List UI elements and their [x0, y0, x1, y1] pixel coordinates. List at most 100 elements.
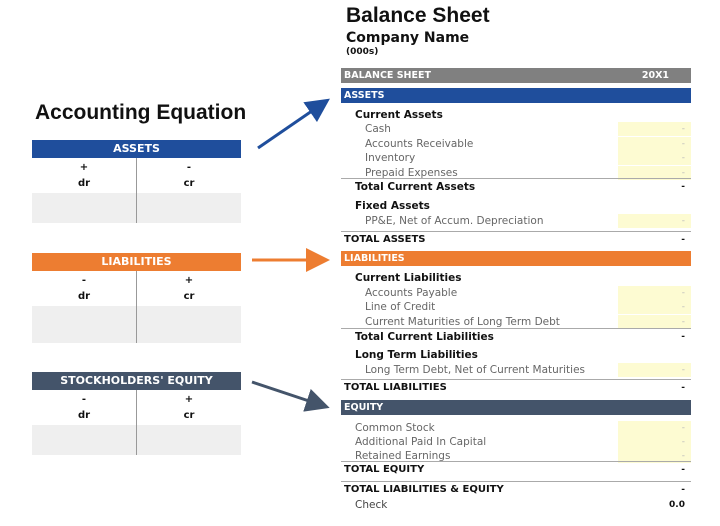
- row-label: Fixed Assets: [355, 200, 430, 212]
- balance-row: - Retained Earnings: [341, 449, 691, 463]
- dr-label: dr: [77, 291, 91, 302]
- row-label: Total Current Liabilities: [355, 331, 494, 343]
- balance-row: Total Current Liabilities -: [341, 330, 691, 344]
- cell-value: -: [681, 365, 685, 375]
- cr-sign: +: [184, 394, 194, 405]
- row-label: Current Liabilities: [355, 272, 462, 284]
- dr-sign: +: [79, 162, 89, 173]
- balance-row: - Prepaid Expenses: [341, 166, 691, 180]
- company-name: Company Name: [346, 30, 470, 46]
- row-label: Prepaid Expenses: [365, 167, 458, 179]
- row-label: Retained Earnings: [355, 450, 451, 462]
- cr-label: cr: [183, 178, 195, 189]
- balance-row: - Long Term Debt, Net of Current Maturiti…: [341, 363, 691, 377]
- input-cell[interactable]: -: [618, 286, 691, 300]
- divider: [341, 178, 691, 179]
- section-liabilities: LIABILITIES: [341, 251, 691, 266]
- balance-row: Check 0.0: [341, 498, 691, 512]
- row-value: -: [681, 465, 685, 475]
- cell-value: -: [681, 423, 685, 433]
- row-label: Total Current Assets: [355, 181, 476, 193]
- divider: [341, 481, 691, 482]
- row-label: Cash: [365, 123, 391, 135]
- row-value: -: [681, 383, 685, 393]
- t-account-divider: [136, 390, 137, 455]
- row-label: PP&E, Net of Accum. Depreciation: [365, 215, 544, 227]
- arrow-equity: [251, 380, 330, 412]
- dr-label: dr: [77, 410, 91, 421]
- input-cell[interactable]: -: [618, 214, 691, 228]
- input-cell[interactable]: -: [618, 315, 691, 329]
- t-account-divider: [136, 158, 137, 223]
- row-value: -: [681, 332, 685, 342]
- cell-value: -: [681, 288, 685, 298]
- row-label: Additional Paid In Capital: [355, 436, 487, 448]
- cell-value: -: [681, 124, 685, 134]
- balance-row: TOTAL LIABILITIES -: [341, 381, 691, 395]
- input-cell[interactable]: -: [618, 421, 691, 435]
- cell-value: -: [681, 168, 685, 178]
- accounting-equation-title: Accounting Equation: [35, 101, 247, 124]
- row-label: TOTAL LIABILITIES & EQUITY: [344, 484, 504, 495]
- row-label: Long Term Liabilities: [355, 349, 478, 361]
- cell-value: -: [681, 216, 685, 226]
- row-label: TOTAL EQUITY: [344, 464, 425, 475]
- input-cell[interactable]: -: [618, 122, 691, 136]
- dr-sign: -: [81, 275, 87, 286]
- header-label: BALANCE SHEET: [344, 70, 431, 81]
- cell-value: -: [681, 139, 685, 149]
- balance-row: TOTAL LIABILITIES & EQUITY -: [341, 483, 691, 497]
- balance-sheet-header: BALANCE SHEET 20X1: [341, 68, 691, 83]
- arrow-assets: [257, 98, 330, 150]
- input-cell[interactable]: -: [618, 166, 691, 180]
- t-account-header: LIABILITIES: [32, 253, 241, 271]
- divider: [341, 328, 691, 329]
- divider: [341, 231, 691, 232]
- row-label: TOTAL ASSETS: [344, 234, 426, 245]
- row-label: Accounts Payable: [365, 287, 458, 299]
- input-cell[interactable]: -: [618, 435, 691, 449]
- cr-label: cr: [183, 291, 195, 302]
- input-cell[interactable]: -: [618, 363, 691, 377]
- section-assets: ASSETS: [341, 88, 691, 103]
- balance-row: - Inventory: [341, 151, 691, 165]
- t-account-header: ASSETS: [32, 140, 241, 158]
- cr-label: cr: [183, 410, 195, 421]
- balance-row: - PP&E, Net of Accum. Depreciation: [341, 214, 691, 228]
- divider: [341, 379, 691, 380]
- input-cell[interactable]: -: [618, 151, 691, 165]
- cell-value: -: [681, 317, 685, 327]
- balance-row: TOTAL ASSETS -: [341, 233, 691, 247]
- units-label: (000s): [346, 47, 379, 57]
- dr-label: dr: [77, 178, 91, 189]
- balance-row: TOTAL EQUITY -: [341, 463, 691, 477]
- balance-row: - Accounts Receivable: [341, 137, 691, 151]
- divider: [341, 461, 691, 462]
- row-value: -: [681, 235, 685, 245]
- balance-row: Current Liabilities: [341, 271, 691, 285]
- row-label: Check: [355, 499, 388, 511]
- row-label: Long Term Debt, Net of Current Maturitie…: [365, 364, 586, 376]
- input-cell[interactable]: -: [618, 137, 691, 151]
- row-value: -: [681, 485, 685, 495]
- balance-row: Long Term Liabilities: [341, 348, 691, 362]
- input-cell[interactable]: -: [618, 449, 691, 463]
- balance-row: Total Current Assets -: [341, 180, 691, 194]
- row-label: TOTAL LIABILITIES: [344, 382, 447, 393]
- input-cell[interactable]: -: [618, 300, 691, 314]
- section-equity: EQUITY: [341, 400, 691, 415]
- balance-row: - Accounts Payable: [341, 286, 691, 300]
- row-label: Inventory: [365, 152, 416, 164]
- balance-row: - Cash: [341, 122, 691, 136]
- cell-value: -: [681, 302, 685, 312]
- row-label: Current Assets: [355, 109, 443, 121]
- row-label: Line of Credit: [365, 301, 436, 313]
- balance-row: Fixed Assets: [341, 199, 691, 213]
- balance-row: - Current Maturities of Long Term Debt: [341, 315, 691, 329]
- header-year: 20X1: [641, 70, 669, 81]
- balance-row: - Additional Paid In Capital: [341, 435, 691, 449]
- balance-row: Current Assets: [341, 108, 691, 122]
- row-value: -: [681, 182, 685, 192]
- t-account-divider: [136, 271, 137, 343]
